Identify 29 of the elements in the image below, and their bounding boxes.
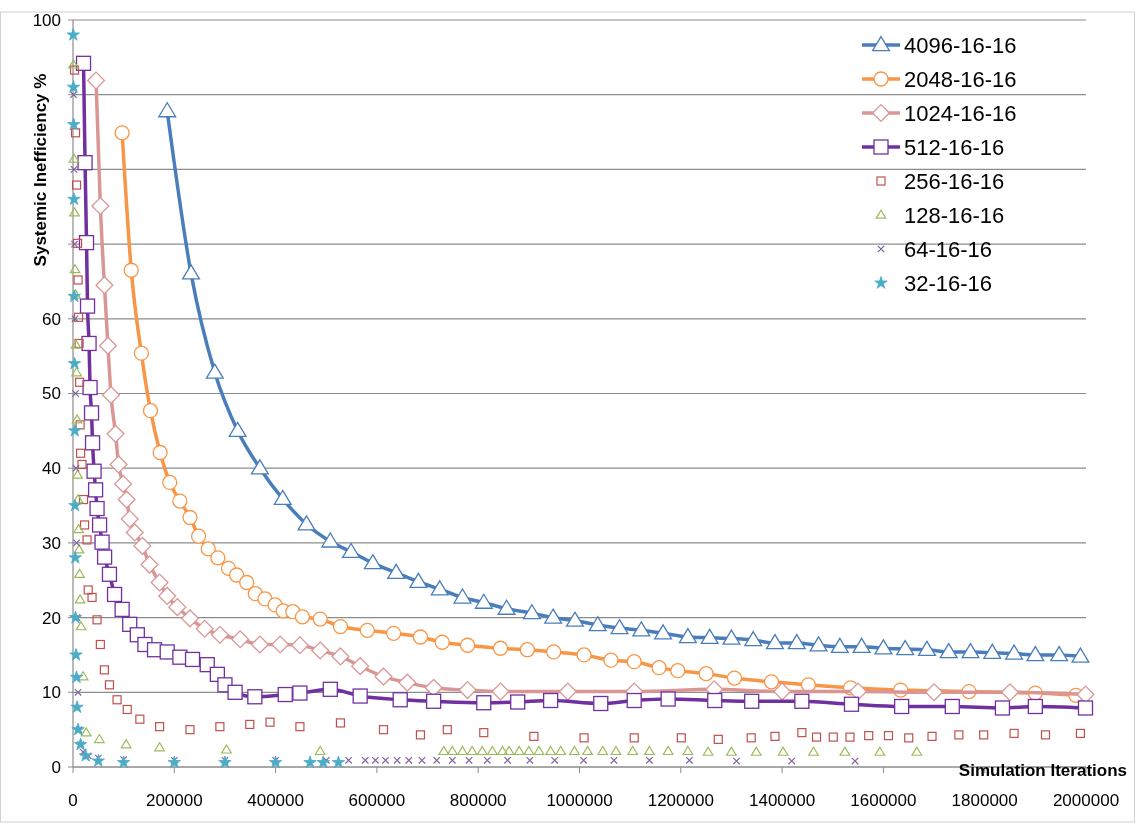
y-tick-label: 100 bbox=[32, 10, 61, 30]
legend-label: 256-16-16 bbox=[904, 168, 1005, 194]
x-tick-label: 1400000 bbox=[749, 791, 816, 810]
x-tick-label: 1800000 bbox=[951, 791, 1018, 810]
x-tick-label: 2000000 bbox=[1052, 791, 1120, 810]
y-tick-label: 40 bbox=[42, 459, 61, 479]
legend-label: 2048-16-16 bbox=[904, 66, 1017, 92]
y-axis-title: Systemic Inefficiency % bbox=[31, 73, 50, 267]
legend-label: 4096-16-16 bbox=[904, 32, 1017, 58]
y-tick-label: 60 bbox=[42, 309, 61, 329]
y-tick-label: 20 bbox=[42, 608, 61, 628]
x-tick-label: 1000000 bbox=[546, 791, 613, 810]
legend-label: 32-16-16 bbox=[904, 270, 993, 296]
x-tick-label: 1600000 bbox=[850, 791, 917, 810]
x-tick-label: 800000 bbox=[449, 791, 507, 810]
x-tick-label: 1200000 bbox=[647, 791, 714, 810]
y-tick-label: 10 bbox=[42, 683, 61, 703]
y-tick-label: 30 bbox=[42, 533, 61, 553]
legend-label: 1024-16-16 bbox=[904, 100, 1017, 126]
y-tick-label: 0 bbox=[51, 757, 61, 777]
legend-label: 64-16-16 bbox=[904, 236, 993, 262]
legend-label: 128-16-16 bbox=[904, 202, 1005, 228]
y-tick-label: 50 bbox=[42, 384, 61, 404]
x-tick-label: 0 bbox=[68, 791, 78, 810]
x-tick-label: 400000 bbox=[247, 791, 304, 810]
x-axis-title: Simulation Iterations bbox=[958, 761, 1127, 780]
x-tick-label: 200000 bbox=[145, 791, 203, 810]
x-tick-label: 600000 bbox=[348, 791, 406, 810]
legend-label: 512-16-16 bbox=[904, 134, 1005, 160]
